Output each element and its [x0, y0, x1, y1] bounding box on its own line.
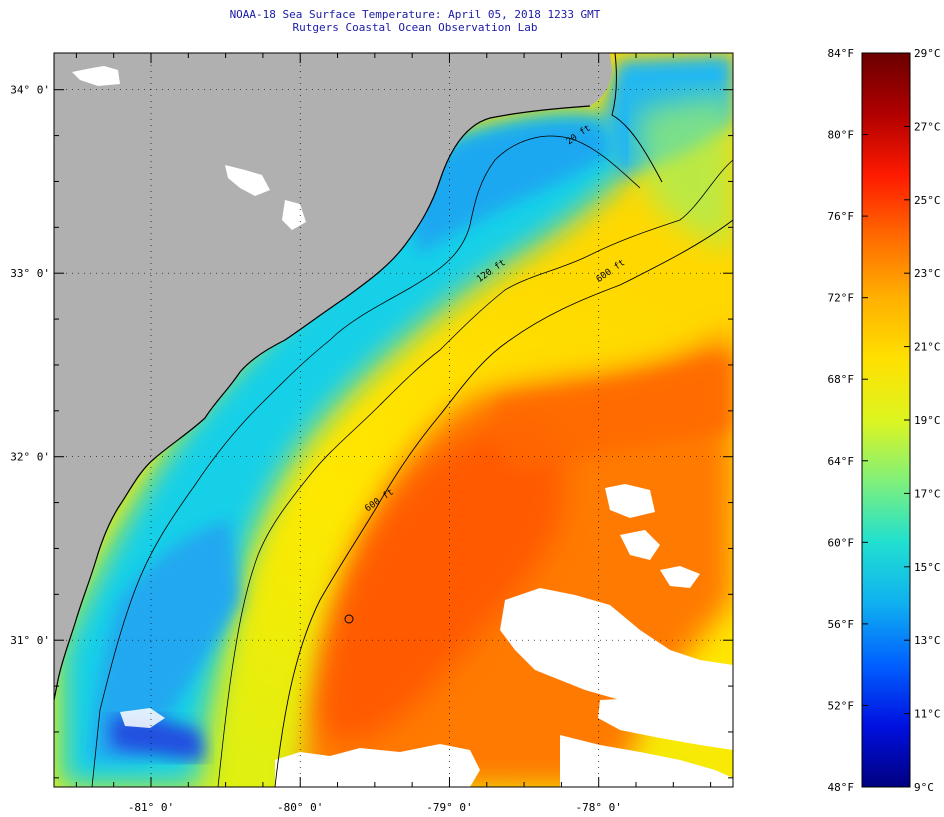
- cool-coastal-south: [90, 520, 240, 760]
- lat-label: 33° 0': [10, 267, 50, 280]
- colorbar-label-f: 48°F: [828, 781, 855, 794]
- colorbar-label-f: 52°F: [828, 699, 855, 712]
- colorbar-label-c: 15°C: [914, 561, 941, 574]
- lon-label: -80° 0': [277, 801, 323, 814]
- title-line-2: Rutgers Coastal Ocean Observation Lab: [292, 21, 538, 34]
- colorbar: 84°F 80°F 76°F 72°F 68°F 64°F 60°F 56°F 52°F 48°F…: [828, 47, 941, 794]
- warm-streamer: [492, 355, 733, 472]
- colorbar-label-c: 9°C: [914, 781, 934, 794]
- lon-label: -79° 0': [426, 801, 472, 814]
- contour-120ft: [217, 159, 733, 787]
- lon-label: -78° 0': [576, 801, 622, 814]
- marker-circle: [344, 614, 354, 624]
- cloud-patch: [605, 484, 655, 518]
- map-frame: [53, 52, 734, 788]
- colorbar-scale: [861, 52, 911, 788]
- colorbar-label-c: 17°C: [914, 487, 941, 500]
- colorbar-label-f: 64°F: [828, 455, 855, 468]
- lon-label: -81° 0': [128, 801, 174, 814]
- colorbar-label-c: 19°C: [914, 414, 941, 427]
- cold-spot: [110, 716, 205, 760]
- graticule: [54, 53, 733, 787]
- cloud-patch: [72, 66, 120, 86]
- contour-600ft: [274, 219, 733, 787]
- colorbar-label-c: 29°C: [914, 47, 941, 60]
- title-line-1: NOAA-18 Sea Surface Temperature: April 0…: [229, 8, 601, 21]
- coastline: [54, 105, 591, 701]
- colorbar-label-f: 84°F: [828, 47, 855, 60]
- cloud-patch: [620, 530, 660, 560]
- cloud-patch: [282, 200, 306, 230]
- lat-label: 31° 0': [10, 634, 50, 647]
- colorbar-label-f: 76°F: [828, 210, 855, 223]
- colorbar-label-f: 80°F: [828, 129, 855, 142]
- colorbar-label-c: 27°C: [914, 120, 941, 133]
- lat-label: 34° 0': [10, 84, 50, 97]
- colorbar-ticks: [862, 52, 910, 788]
- axis-ticks: [54, 53, 733, 787]
- colorbar-label-c: 11°C: [914, 708, 941, 721]
- lat-label: 32° 0': [10, 451, 50, 464]
- green-transition: [638, 95, 733, 250]
- cloud-patch: [560, 735, 733, 787]
- colorbar-label-c: 21°C: [914, 341, 941, 354]
- colorbar-label-f: 60°F: [828, 536, 855, 549]
- colorbar-label-f: 68°F: [828, 373, 855, 386]
- colorbar-label-f: 56°F: [828, 618, 855, 631]
- warm-core: [320, 419, 564, 742]
- cloud-patch: [120, 708, 165, 728]
- colorbar-label-c: 13°C: [914, 634, 941, 647]
- colorbar-labels: 84°F 80°F 76°F 72°F 68°F 64°F 60°F 56°F 52°F 48°F…: [828, 47, 941, 794]
- contour-20ft: [91, 135, 641, 787]
- colorbar-label-f: 72°F: [828, 292, 855, 305]
- cloud-patch: [275, 744, 480, 787]
- cloud-patch: [225, 165, 270, 196]
- cloud-patch: [500, 588, 733, 730]
- coastline-north: [611, 53, 663, 183]
- cold-pool-north: [412, 119, 615, 255]
- cloud-cover: [72, 66, 733, 787]
- cloud-patch: [598, 698, 733, 750]
- colorbar-label-c: 23°C: [914, 267, 941, 280]
- cloud-patch: [660, 566, 700, 588]
- axis-labels: 34° 0' 33° 0' 32° 0' 31° 0' -81° 0' -80° 0' -7…: [10, 84, 622, 814]
- land-mass: [54, 53, 612, 700]
- colorbar-label-c: 25°C: [914, 194, 941, 207]
